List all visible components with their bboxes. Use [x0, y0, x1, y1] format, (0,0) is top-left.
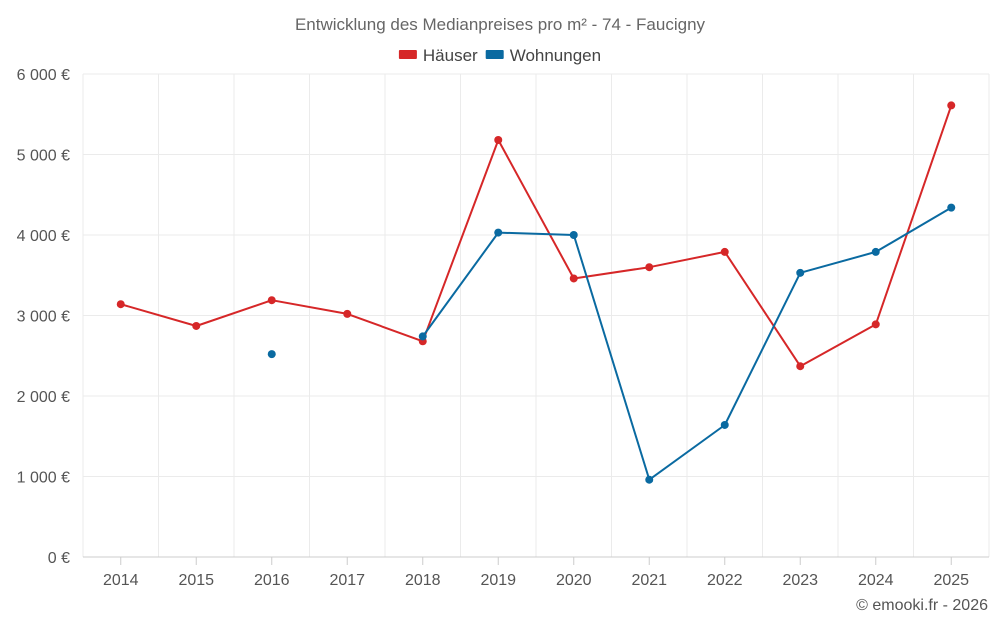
data-point-h-user	[720, 247, 729, 256]
data-point-wohnungen	[267, 350, 276, 359]
y-tick-label: 6 000 €	[17, 67, 70, 84]
data-point-h-user	[645, 263, 654, 272]
legend-label: Häuser	[423, 46, 478, 65]
series-line-wohnungen	[421, 206, 952, 481]
legend-swatch	[485, 50, 504, 59]
data-point-wohnungen	[720, 420, 729, 429]
data-point-h-user	[569, 274, 578, 283]
x-tick-label: 2016	[254, 572, 290, 589]
y-tick-label: 1 000 €	[17, 470, 70, 487]
x-tick-label: 2020	[556, 572, 592, 589]
data-point-wohnungen	[569, 231, 578, 239]
legend[interactable]: Häuser Wohnungen	[398, 46, 601, 65]
x-tick-label: 2021	[631, 572, 667, 589]
y-tick-label: 3 000 €	[17, 309, 70, 326]
data-point-wohnungen	[796, 268, 805, 277]
x-tick-label: 2018	[405, 572, 441, 589]
grid	[82, 73, 990, 557]
data-point-wohnungen	[494, 228, 503, 237]
legend-item-h-user[interactable]: Häuser	[398, 46, 478, 65]
series-line-h-user	[120, 105, 953, 368]
x-tick-label: 2023	[782, 572, 818, 589]
y-tick-label: 2 000 €	[17, 389, 70, 406]
x-tick-label: 2017	[329, 572, 365, 589]
credit-text: © emooki.fr - 2026	[856, 597, 988, 614]
data-point-wohnungen	[645, 475, 654, 484]
data-point-h-user	[116, 300, 125, 309]
x-tick-label: 2019	[480, 572, 516, 589]
data-point-wohnungen	[947, 203, 956, 212]
axes: 0 € 1 000 € 2 000 € 3 000 € 4 000 € 5 000 € 6 …	[17, 67, 989, 589]
data-point-h-user	[494, 136, 503, 145]
x-tick-label: 2025	[933, 572, 969, 589]
data-point-wohnungen	[871, 247, 880, 256]
data-point-h-user	[947, 101, 956, 110]
data-point-h-user	[343, 309, 352, 318]
x-tick-label: 2014	[103, 572, 139, 589]
legend-swatch	[398, 50, 417, 59]
data-point-h-user	[871, 320, 880, 329]
x-tick-label: 2024	[858, 572, 894, 589]
legend-label: Wohnungen	[510, 46, 601, 65]
series	[116, 101, 956, 484]
data-point-wohnungen	[418, 332, 427, 341]
y-tick-label: 5 000 €	[17, 148, 70, 165]
data-point-h-user	[796, 362, 805, 371]
data-point-h-user	[192, 321, 201, 330]
x-tick-label: 2015	[178, 572, 214, 589]
data-point-h-user	[267, 296, 276, 305]
x-tick-label: 2022	[707, 572, 743, 589]
y-tick-label: 0 €	[48, 550, 70, 567]
y-tick-label: 4 000 €	[17, 228, 70, 245]
chart-title: Entwicklung des Medianpreises pro m² - 7…	[295, 15, 706, 34]
legend-item-wohnungen[interactable]: Wohnungen	[485, 46, 601, 65]
